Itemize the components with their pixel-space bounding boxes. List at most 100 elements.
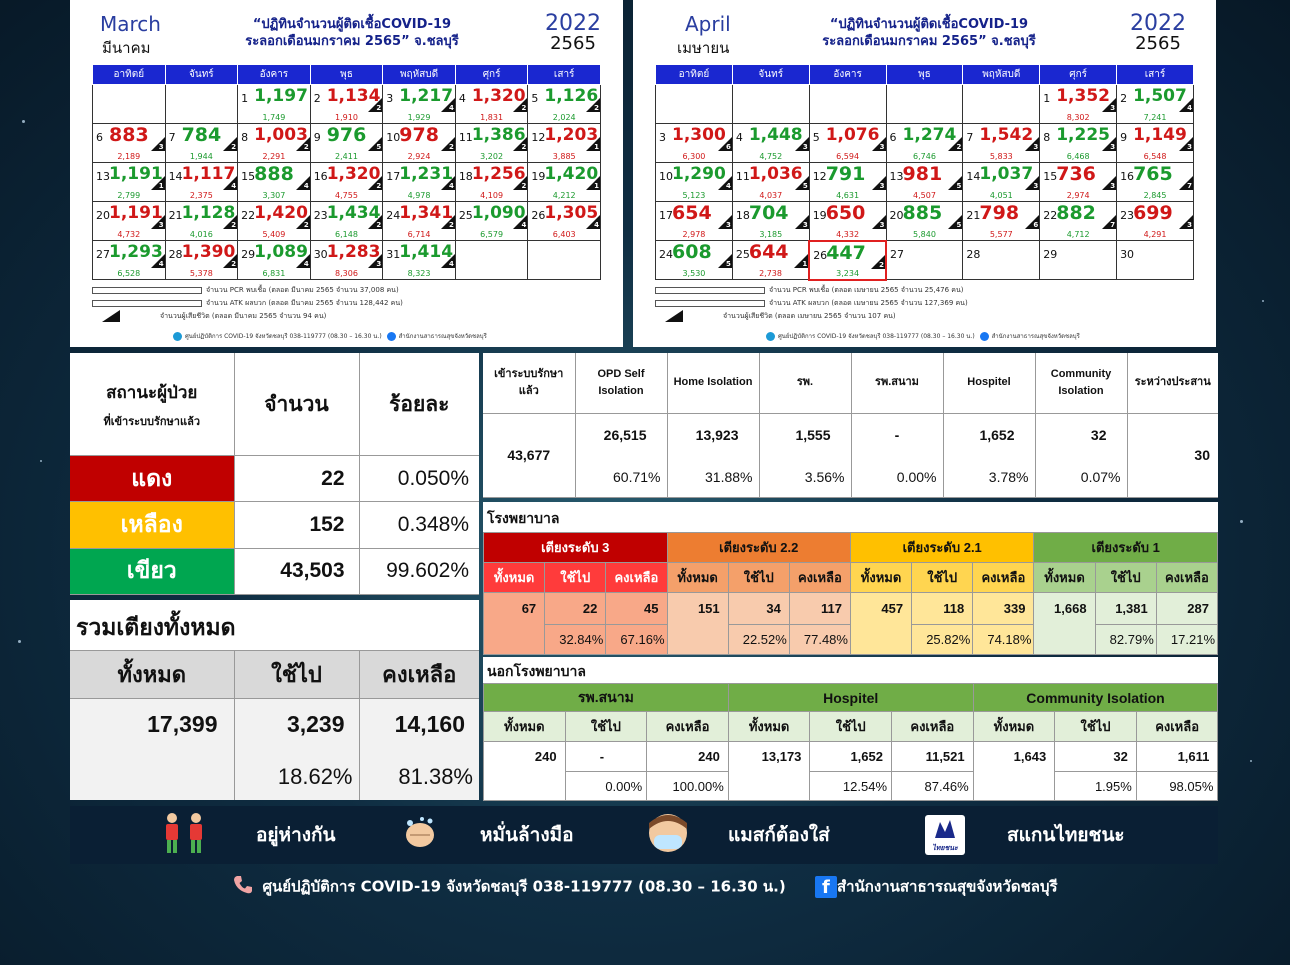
outside-bed-left: 11,521 xyxy=(891,741,974,772)
hospital-sub-header: คงเหลือ xyxy=(972,562,1035,593)
calendar-day-cell: 10 1,290 5,123 4 xyxy=(655,162,733,202)
hospital-sub-header: ทั้งหมด xyxy=(666,562,729,593)
outside-sub-header: ใช้ไป xyxy=(564,711,648,742)
pcr-cases: 1,320 xyxy=(326,164,381,184)
system-header: เข้าระบบรักษาแล้ว xyxy=(483,353,576,414)
day-number: 22 xyxy=(241,209,256,222)
deaths-count: 3 xyxy=(158,143,164,151)
deaths-count: 4 xyxy=(448,104,454,112)
calendar-day-cell: 26 447 3,234 2 xyxy=(808,239,888,281)
outside-used-percent: 0.00% xyxy=(564,771,648,801)
day-number: 2 xyxy=(1120,92,1128,105)
pcr-cases: 978 xyxy=(399,124,439,146)
day-number: 30 xyxy=(1120,248,1135,261)
atk-cases: 2,799 xyxy=(117,191,141,200)
deaths-count: 2 xyxy=(231,221,237,229)
day-number: 11 xyxy=(735,170,750,183)
pcr-cases: 976 xyxy=(326,124,367,146)
calendar-day-cell: 28 xyxy=(962,240,1041,280)
pcr-cases: 1,386 xyxy=(471,125,526,145)
calendar-day-cell: 18 704 3,185 3 xyxy=(731,201,810,241)
atk-cases: 5,840 xyxy=(913,230,936,239)
outside-left-percent: 100.00% xyxy=(646,771,729,801)
system-percent: 0.07% xyxy=(1034,457,1128,498)
outside-bed-total: 1,643 xyxy=(972,741,1056,772)
day-number: 20 xyxy=(96,209,110,222)
outside-group-header: รพ.สนาม xyxy=(483,683,729,712)
outside-sub-header: ใช้ไป xyxy=(809,711,892,742)
outside-sub-header: ทั้งหมด xyxy=(483,711,566,742)
outside-used-percent: 12.54% xyxy=(809,771,892,801)
status-2-label: เขียว xyxy=(70,547,235,596)
outside-sub-header: คงเหลือ xyxy=(891,711,974,742)
death-marker xyxy=(794,254,809,268)
pcr-cases: 784 xyxy=(181,124,222,146)
day-number: 18 xyxy=(458,170,473,183)
hospital-used-percent: 32.84% xyxy=(544,624,607,655)
calendar-year: 2022 2565 xyxy=(545,11,601,54)
hospital-bed-total: 457 xyxy=(849,592,913,625)
calendar-cell-empty xyxy=(885,84,964,124)
system-value: 1,555 xyxy=(758,412,852,457)
deaths-count: 2 xyxy=(376,182,382,190)
calendar-day-cell: 26 1,305 6,403 4 xyxy=(527,201,601,241)
calendar-day-cell: 1 1,352 8,302 3 xyxy=(1039,84,1118,124)
atk-cases: 2,845 xyxy=(1143,191,1167,200)
outside-left-percent: 98.05% xyxy=(1135,771,1219,801)
weekday-header: อังคาร xyxy=(808,64,887,85)
atk-cases: 2,924 xyxy=(407,152,431,161)
pcr-cases: 1,117 xyxy=(181,164,236,184)
weekday-header: พุธ xyxy=(885,64,964,85)
beds-total-header: ทั้งหมด xyxy=(70,650,235,699)
pcr-cases: 1,434 xyxy=(326,203,381,223)
death-marker xyxy=(440,137,455,151)
pcr-cases: 1,191 xyxy=(109,164,163,184)
atk-cases: 4,732 xyxy=(117,230,141,239)
day-number: 9 xyxy=(1120,131,1128,144)
status-count: 152 xyxy=(233,501,360,549)
hospital-bed-left: 117 xyxy=(788,592,851,625)
pcr-cases: 447 xyxy=(826,241,866,264)
calendar-day-cell: 22 1,420 5,409 2 xyxy=(237,201,311,241)
day-number: 21 xyxy=(168,209,183,222)
pcr-cases: 1,320 xyxy=(471,86,526,106)
hospital-level-header: เตียงระดับ 1 xyxy=(1033,532,1218,563)
calendar-cell-empty xyxy=(454,240,529,280)
pcr-cases: 882 xyxy=(1056,202,1096,224)
death-marker xyxy=(513,176,528,190)
calendar-day-cell: 8 1,003 2,291 2 xyxy=(237,123,311,163)
calendar-day-cell: 4 1,320 1,831 2 xyxy=(454,84,529,124)
death-marker xyxy=(150,137,165,151)
calendar-day-cell: 25 1,090 6,579 4 xyxy=(454,201,529,241)
atk-cases: 1,831 xyxy=(480,113,504,122)
calendar-day-cell: 22 882 4,712 7 xyxy=(1039,201,1118,241)
calendar-day-cell: 12 791 4,631 3 xyxy=(808,162,887,202)
calendar-day-cell: 14 1,037 4,051 3 xyxy=(962,162,1041,202)
calendar-day-cell: 27 xyxy=(885,240,964,280)
system-value: - xyxy=(850,412,944,457)
day-number: 15 xyxy=(241,170,256,183)
handwash-item: หมั่นล้างมือ xyxy=(400,813,574,858)
outside-bed-left: 240 xyxy=(646,741,729,772)
calendar-day-cell: 31 1,414 8,323 4 xyxy=(382,240,456,280)
death-marker xyxy=(295,215,310,229)
pcr-cases: 1,003 xyxy=(254,125,308,145)
pcr-cases: 1,390 xyxy=(181,242,236,262)
atk-cases: 2,974 xyxy=(1066,191,1090,200)
calendar-day-cell: 6 883 2,189 3 xyxy=(92,123,166,163)
death-marker xyxy=(1102,98,1117,112)
hospital-sub-header: ใช้ไป xyxy=(544,562,607,593)
hospital-sub-header: คงเหลือ xyxy=(1155,562,1219,593)
atk-cases: 6,594 xyxy=(836,152,860,161)
death-marker xyxy=(948,137,963,151)
pcr-cases: 888 xyxy=(254,163,294,185)
calendar-day-cell: 2 1,134 1,910 2 xyxy=(309,84,384,124)
deaths-count: 2 xyxy=(376,104,382,112)
deaths-count: 3 xyxy=(1110,104,1116,112)
deaths-count: 7 xyxy=(1187,182,1192,190)
calendar-day-cell: 7 1,542 5,833 3 xyxy=(962,123,1041,163)
system-percent: 3.78% xyxy=(942,457,1036,498)
atk-cases: 2,978 xyxy=(682,230,706,239)
pcr-cases: 1,090 xyxy=(471,203,526,223)
weekday-header: พุธ xyxy=(309,64,384,85)
